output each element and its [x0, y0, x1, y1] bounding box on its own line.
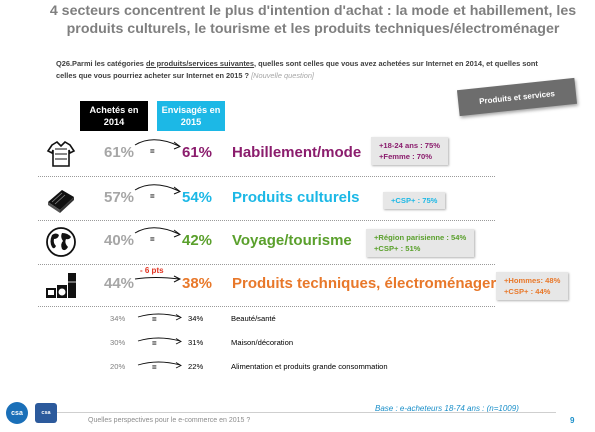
pct-2015: 38% [182, 275, 213, 292]
category-ribbon: Produits et services [456, 77, 578, 117]
pct-2015: 22% [188, 362, 204, 371]
pct-2014: 57% [104, 189, 135, 206]
evolution-delta: - 6 pts [140, 266, 164, 275]
category-label: Maison/décoration [231, 338, 294, 347]
segment-badge: +18-24 ans : 75% +Femme : 70% [371, 137, 448, 165]
pct-2014: 30% [110, 338, 126, 347]
row-separator [38, 176, 495, 177]
arrow-icon [134, 275, 182, 283]
segment-badge: +CSP+ : 75% [383, 192, 446, 209]
partner-logo: csa [35, 403, 57, 423]
clothing-icon [46, 140, 76, 167]
category-label: Produits techniques, électroménager [232, 275, 497, 292]
pct-2014: 40% [104, 232, 135, 249]
category-label: Beauté/santé [231, 314, 276, 323]
pct-2014: 61% [104, 144, 135, 161]
category-label: Voyage/tourisme [232, 232, 352, 249]
arrow-icon [134, 184, 181, 195]
header-bought-2014: Achetés en 2014 [80, 101, 148, 131]
footer-divider [36, 412, 556, 413]
category-label: Alimentation et produits grande consomma… [231, 362, 388, 371]
row-maison: 30% = 31% Maison/décoration [0, 333, 595, 355]
badge-line: +Région parisienne : 54% [374, 233, 467, 242]
row-separator [38, 264, 495, 265]
row-alimentation: 20% = 22% Alimentation et produits grand… [0, 357, 595, 379]
question-body: , quelles sont celles que vous avez ache… [56, 59, 538, 80]
arrow-icon [137, 313, 182, 321]
pct-2014: 44% [104, 275, 135, 292]
segment-badge: +Région parisienne : 54% +CSP+ : 51% [366, 229, 475, 257]
category-label: Produits culturels [232, 189, 360, 206]
row-beaute: 34% = 34% Beauté/santé [0, 309, 595, 331]
arrow-icon [134, 227, 181, 238]
arrow-icon [137, 361, 182, 369]
row-culture: 57% = 54% Produits culturels +CSP+ : 75% [0, 178, 595, 220]
question-text: Q26.Parmi les catégories de produits/ser… [56, 58, 556, 82]
badge-line: +18-24 ans : 75% [379, 141, 440, 150]
row-tech: 44% - 6 pts 38% Produits techniques, éle… [0, 264, 595, 306]
header-planned-2015: Envisagés en 2015 [157, 101, 225, 131]
footer-text: Quelles perspectives pour le e-commerce … [88, 417, 251, 424]
evolution-equal: = [150, 147, 155, 156]
badge-line: +CSP+ : 44% [504, 287, 551, 296]
row-voyage: 40% = 42% Voyage/tourisme +Région parisi… [0, 221, 595, 263]
arrow-icon [134, 139, 181, 150]
csa-logo: csa [6, 402, 28, 424]
row-separator [38, 306, 495, 307]
badge-line: +Femme : 70% [379, 152, 432, 161]
badge-line: +CSP+ : 51% [374, 244, 421, 253]
page-number: 9 [570, 416, 575, 425]
pct-2015: 42% [182, 232, 213, 249]
new-question-tag: [Nouvelle question] [251, 71, 314, 80]
row-habillement: 61% = 61% Habillement/mode +18-24 ans : … [0, 133, 595, 175]
book-icon [48, 190, 74, 213]
segment-badge: +Hommes: 48% +CSP+ : 44% [496, 272, 569, 300]
evolution-equal: = [150, 235, 155, 244]
pct-2014: 34% [110, 314, 126, 323]
row-separator [38, 220, 495, 221]
evolution-equal: = [152, 315, 157, 324]
question-prefix: Q26.Parmi les catégories [56, 59, 146, 68]
sample-base: Base : e-acheteurs 18-74 ans : (n=1009) [375, 404, 519, 413]
appliances-icon [46, 273, 76, 298]
evolution-equal: = [150, 192, 155, 201]
globe-icon [46, 227, 76, 257]
category-label: Habillement/mode [232, 144, 362, 161]
pct-2015: 54% [182, 189, 213, 206]
pct-2015: 61% [182, 144, 213, 161]
pct-2015: 31% [188, 338, 204, 347]
question-underlined: de produits/services suivantes [145, 59, 255, 68]
badge-line: +Hommes: 48% [504, 276, 561, 285]
arrow-icon [137, 337, 182, 345]
badge-line: +CSP+ : 75% [391, 196, 438, 205]
page-title: 4 secteurs concentrent le plus d'intenti… [49, 3, 577, 37]
pct-2014: 20% [110, 362, 126, 371]
pct-2015: 34% [188, 314, 204, 323]
evolution-equal: = [152, 339, 157, 348]
evolution-equal: = [152, 363, 157, 372]
